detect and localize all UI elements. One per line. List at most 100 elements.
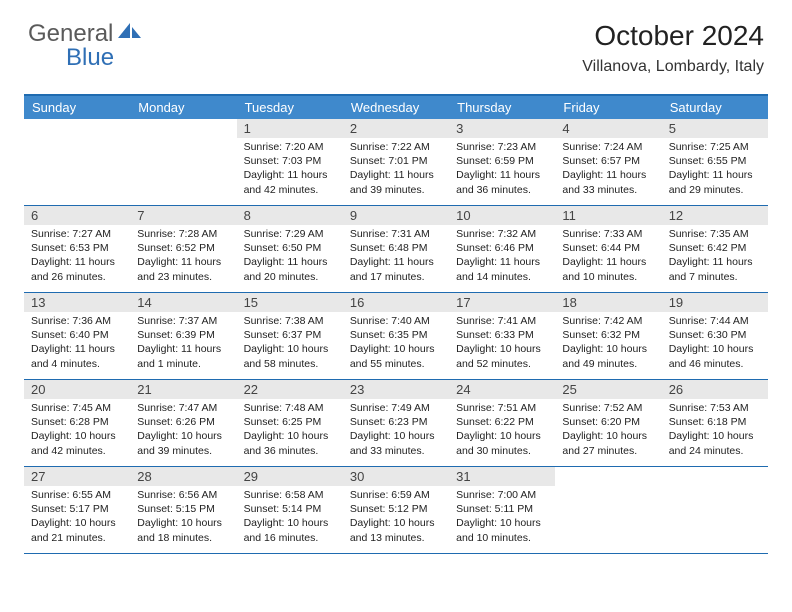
sunset-line: Sunset: 6:25 PM (244, 415, 336, 429)
calendar-cell: 7Sunrise: 7:28 AMSunset: 6:52 PMDaylight… (130, 206, 236, 292)
sunset-line: Sunset: 6:32 PM (562, 328, 654, 342)
daylight-line: Daylight: 11 hours and 4 minutes. (31, 342, 123, 370)
sunrise-line: Sunrise: 7:23 AM (456, 140, 548, 154)
sunset-line: Sunset: 6:30 PM (669, 328, 761, 342)
day-details: Sunrise: 7:37 AMSunset: 6:39 PMDaylight:… (130, 312, 236, 375)
day-header-saturday: Saturday (662, 96, 768, 119)
calendar-cell: 18Sunrise: 7:42 AMSunset: 6:32 PMDayligh… (555, 293, 661, 379)
sunrise-line: Sunrise: 7:41 AM (456, 314, 548, 328)
day-details: Sunrise: 7:52 AMSunset: 6:20 PMDaylight:… (555, 399, 661, 462)
day-number: 20 (24, 380, 130, 399)
day-details: Sunrise: 7:53 AMSunset: 6:18 PMDaylight:… (662, 399, 768, 462)
week-row: ..1Sunrise: 7:20 AMSunset: 7:03 PMDaylig… (24, 119, 768, 206)
calendar-cell: 30Sunrise: 6:59 AMSunset: 5:12 PMDayligh… (343, 467, 449, 553)
sunset-line: Sunset: 6:55 PM (669, 154, 761, 168)
day-details: Sunrise: 7:45 AMSunset: 6:28 PMDaylight:… (24, 399, 130, 462)
sunrise-line: Sunrise: 7:27 AM (31, 227, 123, 241)
day-number: 5 (662, 119, 768, 138)
sunrise-line: Sunrise: 7:49 AM (350, 401, 442, 415)
daylight-line: Daylight: 10 hours and 13 minutes. (350, 516, 442, 544)
sunrise-line: Sunrise: 7:22 AM (350, 140, 442, 154)
day-number: 11 (555, 206, 661, 225)
sunset-line: Sunset: 6:59 PM (456, 154, 548, 168)
sunset-line: Sunset: 7:01 PM (350, 154, 442, 168)
calendar-cell: 15Sunrise: 7:38 AMSunset: 6:37 PMDayligh… (237, 293, 343, 379)
day-details: Sunrise: 7:31 AMSunset: 6:48 PMDaylight:… (343, 225, 449, 288)
day-details: Sunrise: 7:00 AMSunset: 5:11 PMDaylight:… (449, 486, 555, 549)
day-number: 3 (449, 119, 555, 138)
daylight-line: Daylight: 11 hours and 42 minutes. (244, 168, 336, 196)
daylight-line: Daylight: 10 hours and 49 minutes. (562, 342, 654, 370)
calendar-cell: 17Sunrise: 7:41 AMSunset: 6:33 PMDayligh… (449, 293, 555, 379)
title-block: October 2024 Villanova, Lombardy, Italy (582, 20, 764, 76)
daylight-line: Daylight: 10 hours and 16 minutes. (244, 516, 336, 544)
calendar-cell: 23Sunrise: 7:49 AMSunset: 6:23 PMDayligh… (343, 380, 449, 466)
day-details: Sunrise: 7:42 AMSunset: 6:32 PMDaylight:… (555, 312, 661, 375)
day-headers-row: SundayMondayTuesdayWednesdayThursdayFrid… (24, 96, 768, 119)
sunrise-line: Sunrise: 7:00 AM (456, 488, 548, 502)
sunrise-line: Sunrise: 7:42 AM (562, 314, 654, 328)
daylight-line: Daylight: 10 hours and 36 minutes. (244, 429, 336, 457)
day-number: 25 (555, 380, 661, 399)
sunrise-line: Sunrise: 7:52 AM (562, 401, 654, 415)
calendar-cell: 31Sunrise: 7:00 AMSunset: 5:11 PMDayligh… (449, 467, 555, 553)
daylight-line: Daylight: 11 hours and 23 minutes. (137, 255, 229, 283)
day-number: 1 (237, 119, 343, 138)
daylight-line: Daylight: 11 hours and 36 minutes. (456, 168, 548, 196)
day-number: 29 (237, 467, 343, 486)
day-number: 23 (343, 380, 449, 399)
day-number: 10 (449, 206, 555, 225)
calendar-cell: 13Sunrise: 7:36 AMSunset: 6:40 PMDayligh… (24, 293, 130, 379)
calendar-cell: 16Sunrise: 7:40 AMSunset: 6:35 PMDayligh… (343, 293, 449, 379)
sunset-line: Sunset: 6:42 PM (669, 241, 761, 255)
day-header-wednesday: Wednesday (343, 96, 449, 119)
sunrise-line: Sunrise: 7:53 AM (669, 401, 761, 415)
sunrise-line: Sunrise: 7:44 AM (669, 314, 761, 328)
sunset-line: Sunset: 6:28 PM (31, 415, 123, 429)
logo-text-blue: Blue (66, 44, 114, 71)
sunset-line: Sunset: 5:12 PM (350, 502, 442, 516)
sunrise-line: Sunrise: 7:35 AM (669, 227, 761, 241)
sunrise-line: Sunrise: 7:48 AM (244, 401, 336, 415)
sunset-line: Sunset: 5:17 PM (31, 502, 123, 516)
sunset-line: Sunset: 6:20 PM (562, 415, 654, 429)
sunrise-line: Sunrise: 6:58 AM (244, 488, 336, 502)
day-number: 4 (555, 119, 661, 138)
logo: General Blue (28, 20, 143, 48)
calendar-cell: 22Sunrise: 7:48 AMSunset: 6:25 PMDayligh… (237, 380, 343, 466)
calendar-cell: 25Sunrise: 7:52 AMSunset: 6:20 PMDayligh… (555, 380, 661, 466)
calendar-cell: 19Sunrise: 7:44 AMSunset: 6:30 PMDayligh… (662, 293, 768, 379)
day-number: 2 (343, 119, 449, 138)
daylight-line: Daylight: 10 hours and 21 minutes. (31, 516, 123, 544)
daylight-line: Daylight: 11 hours and 1 minute. (137, 342, 229, 370)
day-number: 18 (555, 293, 661, 312)
sunrise-line: Sunrise: 7:31 AM (350, 227, 442, 241)
sunrise-line: Sunrise: 7:37 AM (137, 314, 229, 328)
daylight-line: Daylight: 11 hours and 7 minutes. (669, 255, 761, 283)
sunset-line: Sunset: 6:37 PM (244, 328, 336, 342)
day-details: Sunrise: 7:48 AMSunset: 6:25 PMDaylight:… (237, 399, 343, 462)
daylight-line: Daylight: 10 hours and 42 minutes. (31, 429, 123, 457)
month-title: October 2024 (582, 20, 764, 52)
calendar-cell: 4Sunrise: 7:24 AMSunset: 6:57 PMDaylight… (555, 119, 661, 205)
day-number: 9 (343, 206, 449, 225)
day-number: 8 (237, 206, 343, 225)
daylight-line: Daylight: 10 hours and 55 minutes. (350, 342, 442, 370)
day-details: Sunrise: 7:41 AMSunset: 6:33 PMDaylight:… (449, 312, 555, 375)
day-details: Sunrise: 7:40 AMSunset: 6:35 PMDaylight:… (343, 312, 449, 375)
sunset-line: Sunset: 6:22 PM (456, 415, 548, 429)
sunset-line: Sunset: 5:14 PM (244, 502, 336, 516)
day-number: 28 (130, 467, 236, 486)
sunrise-line: Sunrise: 6:55 AM (31, 488, 123, 502)
sunrise-line: Sunrise: 7:25 AM (669, 140, 761, 154)
calendar-cell: 5 Sunrise: 7:25 AMSunset: 6:55 PMDaylight… (662, 119, 768, 205)
location: Villanova, Lombardy, Italy (582, 58, 764, 76)
day-details: Sunrise: 6:56 AMSunset: 5:15 PMDaylight:… (130, 486, 236, 549)
day-details: Sunrise: 7:49 AMSunset: 6:23 PMDaylight:… (343, 399, 449, 462)
calendar-cell: 24Sunrise: 7:51 AMSunset: 6:22 PMDayligh… (449, 380, 555, 466)
daylight-line: Daylight: 11 hours and 17 minutes. (350, 255, 442, 283)
sunset-line: Sunset: 6:23 PM (350, 415, 442, 429)
daylight-line: Daylight: 10 hours and 24 minutes. (669, 429, 761, 457)
daylight-line: Daylight: 11 hours and 29 minutes. (669, 168, 761, 196)
header: General Blue October 2024 Villanova, Lom… (0, 0, 792, 84)
